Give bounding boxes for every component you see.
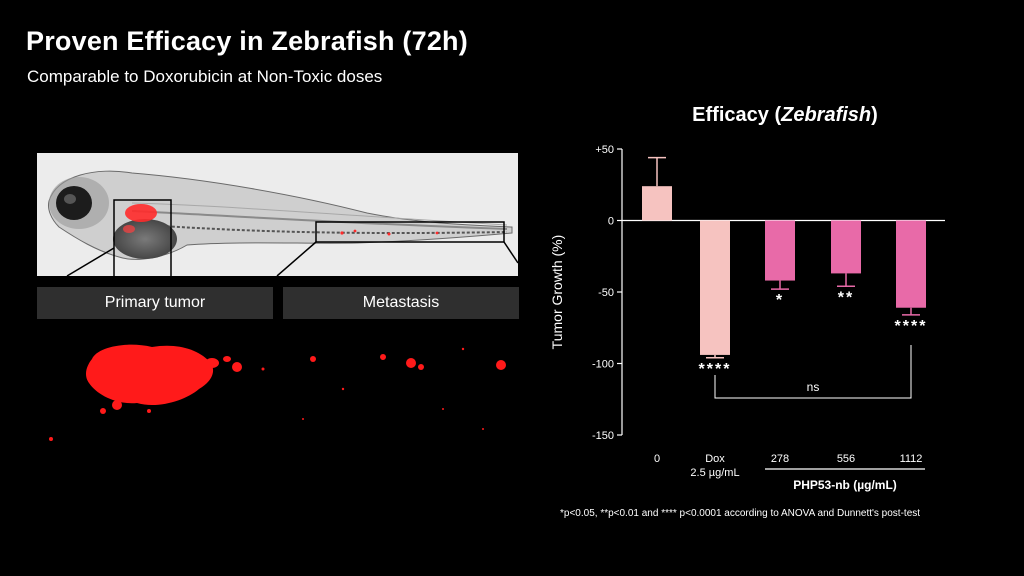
primary-tumor-micrograph [49,344,265,441]
significance-marker: **** [699,361,732,378]
bar [642,186,672,221]
y-axis-label: Tumor Growth (%) [549,235,565,350]
bar [765,220,795,281]
metastasis-zoom-box [315,221,505,243]
category-sublabel: 2.5 µg/mL [690,467,739,479]
y-tick-label: -150 [592,430,614,442]
comparison-label: ns [807,380,820,394]
category-label: Dox [705,453,725,465]
tumor-spot [125,204,157,222]
comparison-bracket [714,345,912,399]
category-label: 0 [654,453,660,465]
slide-subtitle: Comparable to Doxorubicin at Non-Toxic d… [27,67,383,86]
metastasis-label: Metastasis [283,287,519,319]
significance-marker: ** [838,289,854,306]
metastasis-micrograph [302,347,506,430]
metastasis-panel: Metastasis [283,287,519,445]
group-label: PHP53-nb (µg/mL) [793,478,897,492]
zebrafish-image [37,153,518,276]
category-label: 556 [837,453,855,465]
primary-tumor-label: Primary tumor [37,287,273,319]
primary-tumor-panel: Primary tumor [37,287,273,445]
y-tick-label: -50 [598,287,614,299]
y-tick-label: 0 [608,216,614,228]
bar [896,220,926,308]
y-tick-label: -100 [592,359,614,371]
significance-marker: * [776,292,784,309]
bar [831,220,861,274]
chart-title: Efficacy (Zebrafish) [692,104,878,126]
significance-marker: **** [895,318,928,335]
category-label: 1112 [900,453,923,465]
primary-zoom-box [113,199,172,276]
y-tick-label: +50 [595,144,614,156]
bar [700,220,730,355]
slide-title: Proven Efficacy in Zebrafish (72h) [26,26,468,56]
category-label: 278 [771,453,789,465]
footnote: *p<0.05, **p<0.01 and **** p<0.0001 acco… [560,508,921,519]
